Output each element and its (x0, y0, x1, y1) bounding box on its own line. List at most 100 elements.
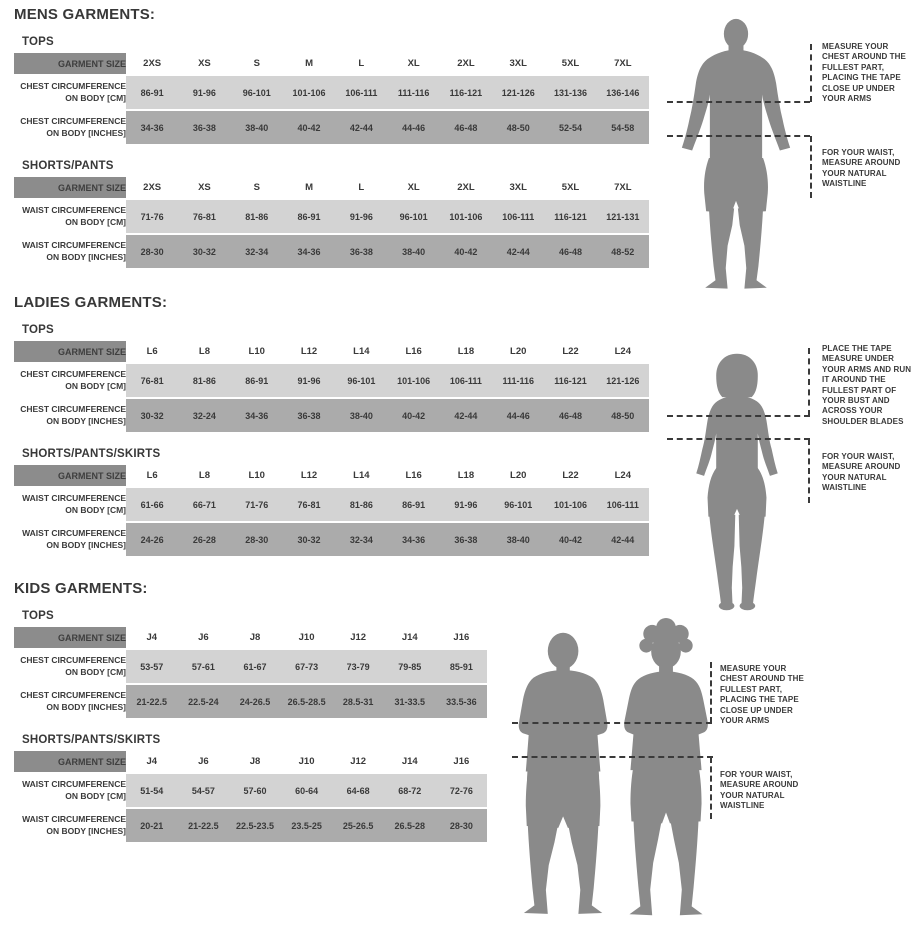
measurement-cell: 30-32 (126, 399, 179, 432)
size-column-header: J10 (280, 751, 333, 772)
measurement-cell: 46-48 (544, 399, 597, 432)
table-row: CHEST CIRCUMFERENCE ON BODY [INCHES] 30-3… (14, 399, 649, 432)
measurement-cell: 32-24 (178, 399, 231, 432)
measurement-cell: 30-32 (178, 235, 231, 268)
measurement-cell: 25-26.5 (332, 809, 384, 842)
measurement-cell: 20-21 (126, 809, 178, 842)
measurement-cell: 64-68 (332, 774, 384, 807)
measurement-cell: 28-30 (126, 235, 179, 268)
measurement-cell: 101-106 (544, 488, 597, 521)
row-label-cell: CHEST CIRCUMFERENCE ON BODY [INCHES] (14, 111, 126, 144)
size-column-header: J8 (229, 627, 281, 648)
ladies-chest-connector-line (808, 348, 810, 416)
kids-waist-measure-line (512, 756, 713, 758)
size-column-header: XL (387, 177, 440, 198)
measurement-cell: 24-26 (126, 523, 179, 556)
table-row: WAIST CIRCUMFERENCE ON BODY [CM] 71-76 76-… (14, 200, 649, 233)
size-column-header: L24 (596, 465, 649, 486)
size-column-header: M (282, 177, 336, 198)
measurement-cell: 106-111 (439, 364, 493, 397)
ladies-waist-annotation: FOR YOUR WAIST, MEASURE AROUND YOUR NATU… (822, 452, 901, 493)
male-silhouette-icon (681, 18, 791, 289)
size-column-header: J16 (435, 627, 488, 648)
size-column-header: S (230, 53, 283, 74)
size-column-header: J4 (126, 751, 178, 772)
size-column-header: J4 (126, 627, 178, 648)
measurement-cell: 40-42 (387, 399, 440, 432)
measurement-cell: 38-40 (230, 111, 283, 144)
measurement-cell: 36-38 (335, 235, 388, 268)
measurement-cell: 44-46 (492, 399, 545, 432)
subtitle-kids-tops: TOPS (22, 610, 54, 622)
size-column-header: 7XL (596, 177, 649, 198)
size-column-header: L8 (178, 465, 231, 486)
mens-shorts-block: SHORTS/PANTS GARMENT SIZE 2XS XS S M L XL 2XL 3X… (14, 160, 649, 270)
measurement-cell: 48-50 (492, 111, 545, 144)
measurement-cell: 28-30 (435, 809, 488, 842)
measurement-cell: 34-36 (282, 235, 336, 268)
garment-size-header-cell: GARMENT SIZE (14, 465, 126, 486)
size-column-header: L (335, 53, 388, 74)
measurement-cell: 53-57 (126, 650, 178, 683)
section-ladies: LADIES GARMENTS: TOPS GARMENT SIZE L6 L8 L1… (14, 294, 649, 572)
ladies-tops-table: GARMENT SIZE L6 L8 L10 L12 L14 L16 L18 L20 L22 L24… (14, 339, 649, 434)
measurement-cell: 68-72 (383, 774, 436, 807)
measurement-cell: 91-96 (439, 488, 493, 521)
measurement-cell: 91-96 (178, 76, 231, 109)
kids-chest-annotation: MEASURE YOUR CHEST AROUND THE FULLEST PA… (720, 664, 804, 725)
measurement-cell: 42-44 (492, 235, 545, 268)
ladies-shorts-block: SHORTS/PANTS/SKIRTS GARMENT SIZE L6 L8 L10 L… (14, 448, 649, 558)
size-column-header: J12 (332, 751, 384, 772)
measurement-cell: 54-57 (177, 774, 230, 807)
measurement-cell: 106-111 (335, 76, 388, 109)
measurement-cell: 96-101 (492, 488, 545, 521)
measurement-cell: 44-46 (387, 111, 440, 144)
measurement-cell: 86-91 (230, 364, 283, 397)
mens-waist-annotation: FOR YOUR WAIST, MEASURE AROUND YOUR NATU… (822, 148, 901, 189)
measurement-cell: 26.5-28 (383, 809, 436, 842)
measurement-cell: 81-86 (230, 200, 283, 233)
measurement-cell: 85-91 (435, 650, 488, 683)
subtitle-mens-tops: TOPS (22, 36, 54, 48)
measurement-cell: 66-71 (178, 488, 231, 521)
measurement-cell: 81-86 (335, 488, 388, 521)
ladies-tops-block: TOPS GARMENT SIZE L6 L8 L10 L12 L14 L16 L18 L20 L… (14, 324, 649, 434)
size-column-header: L16 (387, 465, 440, 486)
size-column-header: L22 (544, 465, 597, 486)
size-column-header: L6 (126, 341, 179, 362)
female-silhouette-icon (696, 353, 778, 611)
measurement-cell: 101-106 (282, 76, 336, 109)
measurement-cell: 121-126 (492, 76, 545, 109)
measurement-cell: 28.5-31 (332, 685, 384, 718)
size-column-header: J14 (383, 751, 436, 772)
measurement-cell: 46-48 (439, 111, 493, 144)
size-column-header: L14 (335, 465, 388, 486)
measurement-cell: 48-50 (596, 399, 649, 432)
size-column-header: L (335, 177, 388, 198)
measurement-cell: 73-79 (332, 650, 384, 683)
kids-tops-table: GARMENT SIZE J4 J6 J8 J10 J12 J14 J16 CHEST CIRC… (14, 625, 488, 720)
kids-chest-measure-line (512, 722, 712, 724)
measurement-cell: 61-66 (126, 488, 179, 521)
table-header-row: GARMENT SIZE 2XS XS S M L XL 2XL 3XL 5XL 7XL (14, 177, 649, 198)
size-column-header: L20 (492, 341, 545, 362)
measurement-cell: 79-85 (383, 650, 436, 683)
table-header-row: GARMENT SIZE J4 J6 J8 J10 J12 J14 J16 (14, 751, 488, 772)
measurement-cell: 121-131 (596, 200, 649, 233)
measurement-cell: 31-33.5 (383, 685, 436, 718)
measurement-cell: 76-81 (282, 488, 336, 521)
measurement-cell: 106-111 (596, 488, 649, 521)
size-column-header: L18 (439, 341, 493, 362)
row-label-cell: CHEST CIRCUMFERENCE ON BODY [INCHES] (14, 399, 126, 432)
size-column-header: L18 (439, 465, 493, 486)
row-label-cell: WAIST CIRCUMFERENCE ON BODY [CM] (14, 774, 126, 807)
section-title-mens: MENS GARMENTS: (14, 6, 156, 23)
size-column-header: 2XL (439, 53, 493, 74)
size-column-header: L12 (282, 341, 336, 362)
mens-tops-table: GARMENT SIZE 2XS XS S M L XL 2XL 3XL 5XL 7XL CHEST … (14, 51, 649, 146)
ladies-waist-connector-line (808, 439, 810, 503)
measurement-cell: 21-22.5 (177, 809, 230, 842)
measurement-cell: 38-40 (335, 399, 388, 432)
size-column-header: 2XS (126, 177, 179, 198)
table-row: WAIST CIRCUMFERENCE ON BODY [INCHES] 24-2… (14, 523, 649, 556)
